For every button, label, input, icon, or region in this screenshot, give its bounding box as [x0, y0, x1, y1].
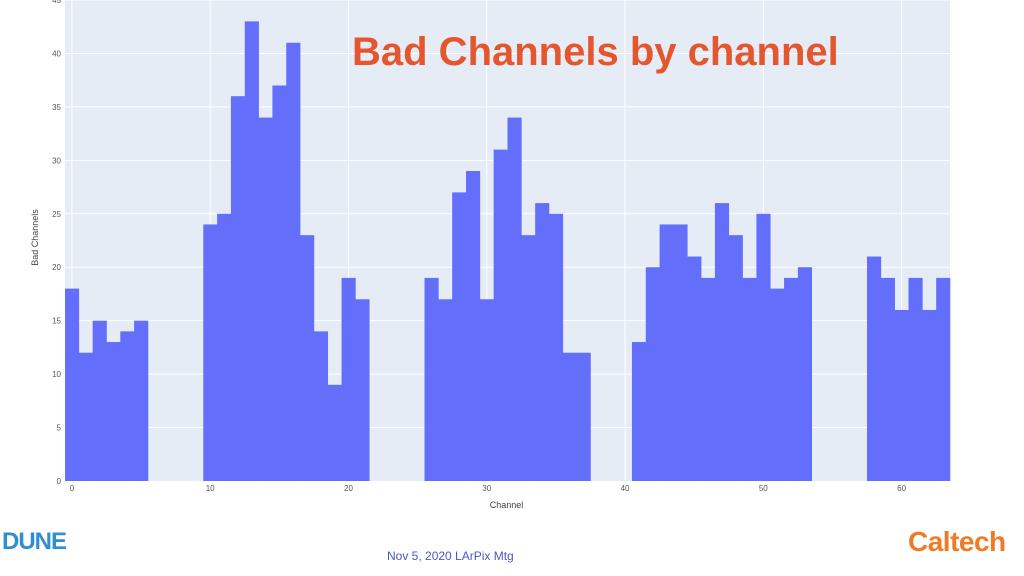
x-tick-label: 10 — [206, 484, 215, 493]
bar-channel-58 — [867, 256, 882, 481]
bar-channel-36 — [562, 352, 577, 481]
y-axis-label: Bad Channels — [30, 209, 40, 266]
bar-channel-53 — [797, 267, 813, 481]
x-tick-label: 40 — [621, 484, 630, 493]
bar-channel-50 — [756, 213, 771, 481]
bar-channel-2 — [92, 320, 107, 481]
bar-channel-60 — [894, 309, 909, 481]
bar-channel-42 — [645, 267, 660, 481]
bar-channel-27 — [438, 299, 453, 481]
y-tick-label: 25 — [52, 210, 61, 219]
y-tick-label: 0 — [57, 477, 62, 486]
bar-channel-31 — [493, 149, 508, 481]
y-tick-label: 20 — [52, 263, 61, 272]
bar-channel-44 — [673, 224, 688, 481]
bar-channel-43 — [659, 224, 674, 481]
bar-channel-29 — [466, 171, 481, 481]
bar-channel-59 — [880, 277, 895, 481]
bar-channel-62 — [922, 309, 937, 481]
y-tick-label: 10 — [52, 370, 61, 379]
bar-channel-4 — [120, 331, 135, 481]
slide-title: Bad Channels by channel — [352, 30, 839, 74]
y-tick-label: 35 — [52, 103, 61, 112]
bar-channel-37 — [576, 352, 591, 481]
bar-channel-30 — [479, 299, 494, 481]
bar-channel-19 — [327, 384, 342, 481]
x-tick-label: 50 — [759, 484, 768, 493]
y-tick-label: 40 — [52, 49, 61, 58]
x-tick-label: 20 — [344, 484, 353, 493]
y-tick-label: 30 — [52, 156, 61, 165]
y-tick-label: 15 — [52, 317, 61, 326]
bar-channel-20 — [341, 277, 356, 481]
bar-channel-21 — [355, 299, 370, 481]
bar-channel-1 — [78, 352, 93, 481]
bar-channel-18 — [313, 331, 329, 481]
x-axis-label: Channel — [490, 500, 524, 510]
bars — [65, 21, 951, 481]
dune-logo-text: DUNE — [2, 528, 67, 555]
bar-channel-52 — [784, 277, 799, 481]
bar-channel-47 — [714, 203, 730, 481]
bar-channel-51 — [770, 288, 785, 481]
x-tick-label: 60 — [897, 484, 906, 493]
bar-channel-26 — [424, 277, 439, 481]
bar-channel-41 — [631, 342, 647, 481]
bar-channel-28 — [452, 192, 467, 481]
dune-logo: DUNE — [2, 528, 72, 555]
footer-date: Nov 5, 2020 LArPix Mtg — [387, 549, 514, 563]
bar-channel-10 — [203, 224, 218, 481]
bar-channel-46 — [701, 277, 716, 481]
bar-channel-45 — [687, 256, 702, 481]
bar-channel-14 — [258, 117, 273, 481]
x-tick-label: 0 — [70, 484, 75, 493]
bar-channel-13 — [244, 21, 259, 481]
bar-channel-3 — [106, 342, 121, 481]
bar-channel-49 — [742, 277, 757, 481]
bar-channel-0 — [65, 288, 80, 481]
bar-channel-35 — [548, 213, 564, 481]
bar-channel-61 — [908, 277, 923, 481]
bar-channel-34 — [535, 203, 550, 481]
bar-channel-12 — [230, 96, 246, 481]
y-tick-label: 45 — [52, 0, 61, 5]
x-tick-label: 30 — [482, 484, 491, 493]
bar-channel-16 — [286, 42, 301, 481]
bar-channel-33 — [521, 235, 536, 481]
bar-channel-5 — [134, 320, 149, 481]
bar-channel-15 — [272, 85, 287, 481]
y-tick-label: 5 — [57, 424, 62, 433]
bar-channel-32 — [507, 117, 522, 481]
bar-channel-63 — [936, 277, 951, 481]
bar-channel-48 — [728, 235, 743, 481]
caltech-logo: Caltech — [908, 526, 1006, 557]
tick-labels: 0 5 10 15 20 25 30 35 40 45 0 10 20 30 40 50 60 — [52, 0, 907, 493]
bar-channel-17 — [300, 235, 315, 481]
bar-channel-11 — [217, 213, 232, 481]
